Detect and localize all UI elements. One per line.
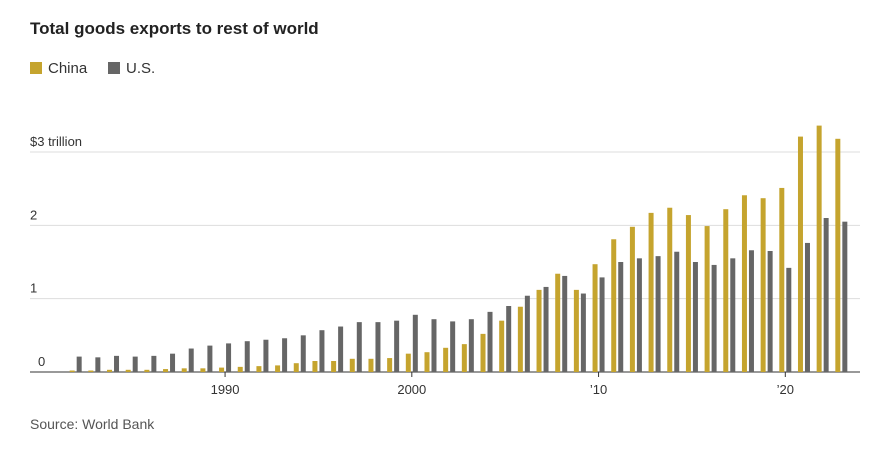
bar bbox=[704, 226, 710, 372]
bar bbox=[629, 226, 635, 372]
bar bbox=[797, 136, 803, 372]
bar bbox=[835, 138, 841, 372]
y-tick-label: 1 bbox=[30, 281, 37, 296]
bar bbox=[723, 209, 729, 372]
bar bbox=[144, 369, 150, 372]
legend-swatch bbox=[30, 62, 42, 74]
bar bbox=[543, 286, 549, 372]
x-tick-label: ’20 bbox=[777, 382, 794, 397]
bar bbox=[842, 221, 848, 372]
bar bbox=[424, 352, 430, 372]
bar bbox=[748, 250, 754, 372]
bar bbox=[685, 215, 691, 372]
bar bbox=[741, 195, 747, 372]
bar bbox=[648, 212, 654, 372]
bar bbox=[114, 355, 120, 372]
bar bbox=[319, 330, 325, 372]
bar bbox=[226, 343, 232, 372]
bar bbox=[244, 341, 250, 372]
bar bbox=[517, 306, 523, 372]
bar bbox=[88, 370, 94, 372]
bar bbox=[555, 273, 561, 372]
y-tick-label: $3 trillion bbox=[30, 134, 82, 149]
bar bbox=[132, 356, 138, 372]
bar bbox=[107, 369, 113, 372]
y-tick-label: 0 bbox=[38, 354, 45, 369]
bar bbox=[200, 368, 206, 372]
bar bbox=[580, 293, 586, 372]
source: Source: World Bank bbox=[30, 416, 155, 432]
x-tick-label: 2000 bbox=[397, 382, 426, 397]
legend-swatch bbox=[108, 62, 120, 74]
bar bbox=[804, 242, 810, 372]
bar bbox=[786, 267, 792, 372]
bar bbox=[443, 347, 449, 372]
bar bbox=[256, 366, 262, 372]
bar bbox=[506, 306, 512, 372]
bar bbox=[655, 256, 661, 372]
bar bbox=[275, 365, 281, 372]
bar bbox=[779, 187, 785, 372]
bar bbox=[405, 353, 411, 372]
bar bbox=[468, 319, 474, 372]
bar bbox=[387, 358, 393, 372]
x-tick-label: 1990 bbox=[211, 382, 240, 397]
bar bbox=[573, 289, 579, 372]
legend-label: U.S. bbox=[126, 60, 155, 77]
bar bbox=[730, 258, 736, 372]
bar bbox=[611, 239, 617, 372]
bar bbox=[69, 370, 75, 372]
bar bbox=[237, 366, 243, 372]
x-tick-label: ’10 bbox=[590, 382, 607, 397]
bar bbox=[394, 320, 400, 372]
bar bbox=[163, 369, 169, 372]
bar bbox=[816, 125, 822, 372]
bar bbox=[375, 322, 381, 372]
bar bbox=[562, 275, 568, 372]
bar bbox=[151, 355, 157, 372]
bar bbox=[487, 311, 493, 372]
chart-title: Total goods exports to rest of world bbox=[30, 19, 319, 38]
bar bbox=[592, 264, 598, 372]
bar bbox=[338, 326, 344, 372]
bar bbox=[95, 357, 101, 372]
bar bbox=[300, 335, 306, 372]
bar bbox=[207, 345, 213, 372]
bar bbox=[293, 363, 299, 372]
bar bbox=[431, 319, 437, 372]
bar bbox=[711, 264, 717, 372]
bar bbox=[461, 344, 467, 372]
bar bbox=[219, 367, 225, 372]
bar bbox=[636, 258, 642, 372]
bar bbox=[760, 198, 766, 372]
bar bbox=[599, 277, 605, 372]
bar bbox=[282, 338, 288, 372]
bar bbox=[331, 361, 337, 372]
bar bbox=[368, 358, 374, 372]
bar bbox=[823, 218, 829, 372]
bar bbox=[188, 348, 194, 372]
bar bbox=[524, 295, 530, 372]
legend-label: China bbox=[48, 60, 88, 77]
bar bbox=[170, 353, 176, 372]
bar bbox=[536, 289, 542, 372]
y-tick-label: 2 bbox=[30, 207, 37, 222]
bar bbox=[312, 361, 318, 372]
bar bbox=[356, 322, 362, 372]
bar bbox=[125, 369, 131, 372]
bar bbox=[618, 262, 624, 372]
bar bbox=[412, 314, 418, 372]
bar bbox=[181, 368, 187, 372]
bar bbox=[667, 207, 673, 372]
bar bbox=[767, 251, 773, 372]
bar bbox=[263, 339, 269, 372]
bar bbox=[349, 358, 355, 372]
bar bbox=[499, 320, 505, 372]
bar bbox=[76, 356, 82, 372]
bar bbox=[450, 321, 456, 372]
bar bbox=[480, 333, 486, 372]
bar bbox=[674, 251, 680, 372]
bar bbox=[692, 262, 698, 372]
